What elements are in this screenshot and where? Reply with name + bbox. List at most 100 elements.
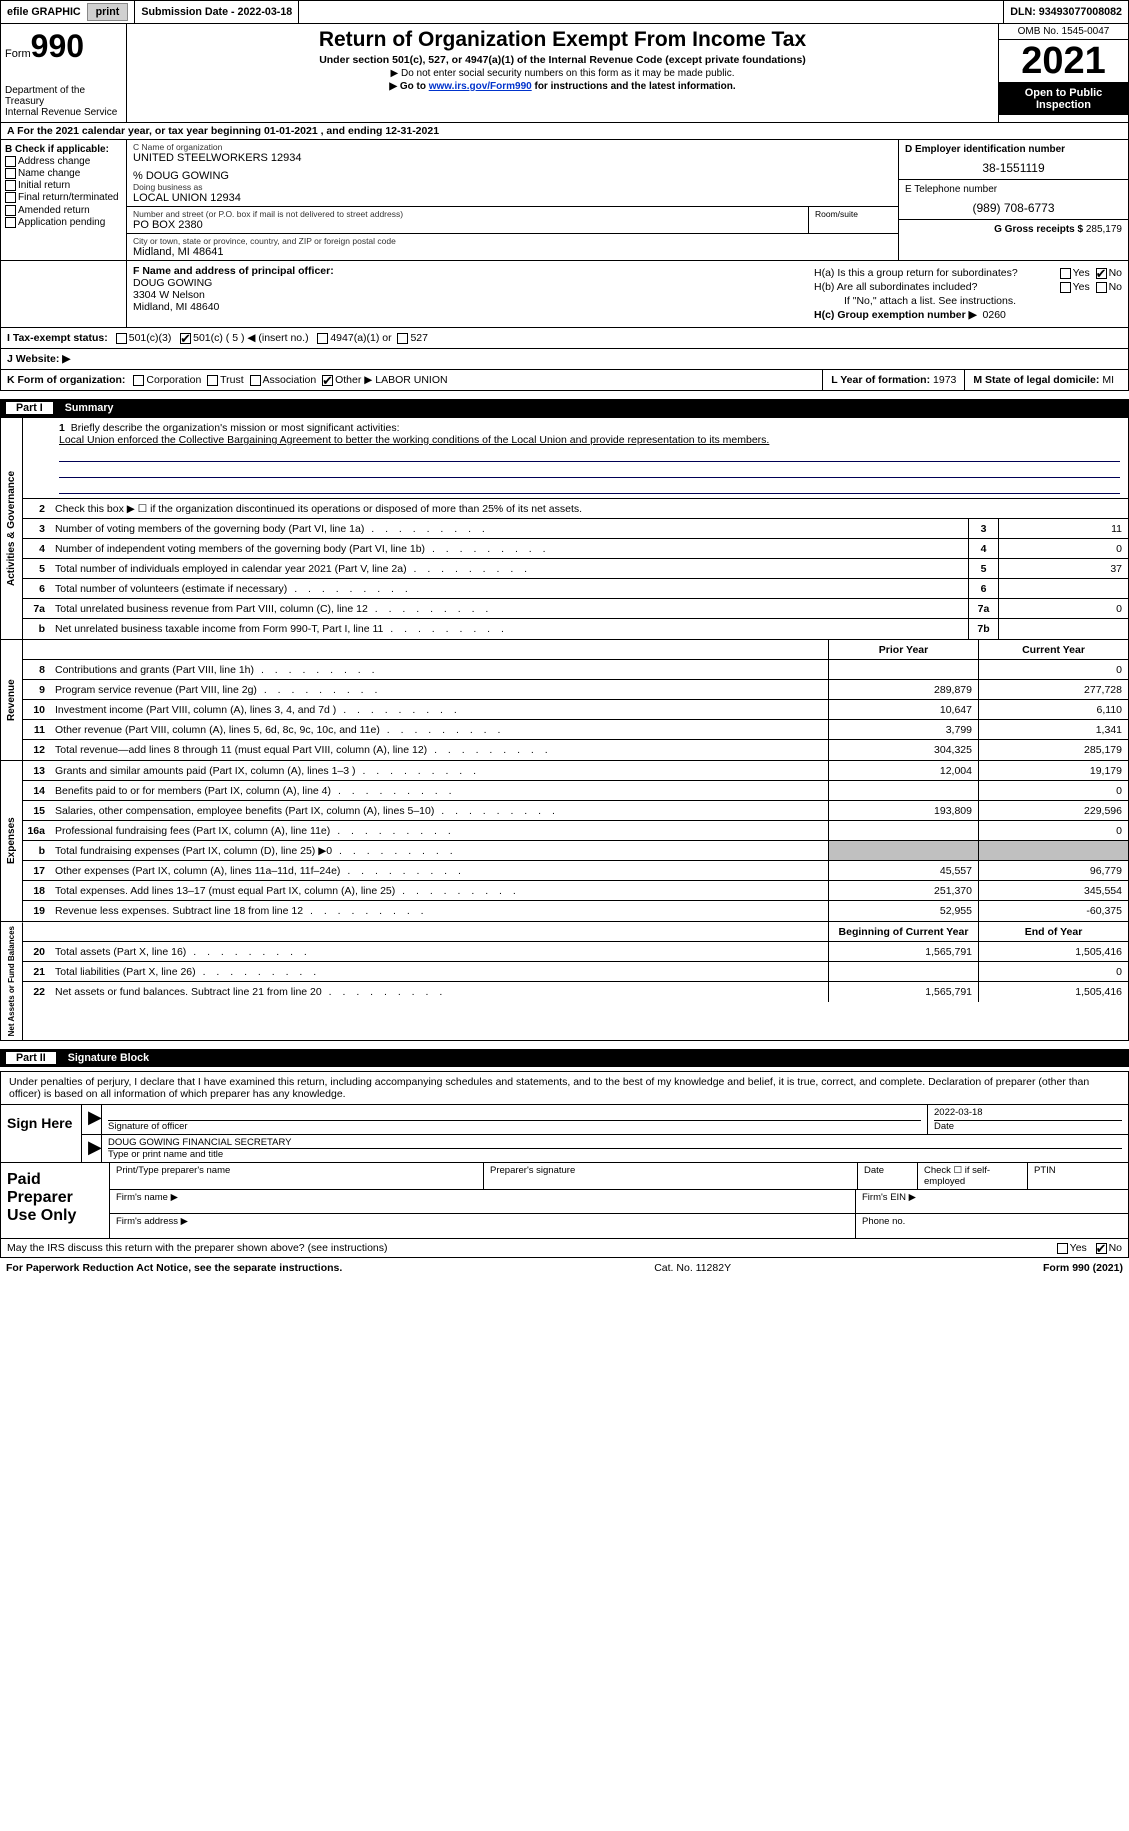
summary-line: 13Grants and similar amounts paid (Part … <box>23 761 1128 781</box>
row-a-calendar-year: A For the 2021 calendar year, or tax yea… <box>0 123 1129 140</box>
summary-line: 10Investment income (Part VIII, column (… <box>23 700 1128 720</box>
row-i-tax-status: I Tax-exempt status: 501(c)(3) 501(c) ( … <box>0 328 1129 349</box>
summary-line: 17Other expenses (Part IX, column (A), l… <box>23 861 1128 881</box>
summary-governance: Activities & Governance 1 Briefly descri… <box>0 417 1129 640</box>
irs-link[interactable]: www.irs.gov/Form990 <box>429 81 532 92</box>
org-name-label: C Name of organization <box>133 142 892 152</box>
title-block: Return of Organization Exempt From Incom… <box>127 24 998 122</box>
firm-addr-label: Firm's address ▶ <box>110 1214 856 1238</box>
name-title-label: Type or print name and title <box>108 1149 1122 1160</box>
subtitle-3: ▶ Go to www.irs.gov/Form990 for instruct… <box>135 81 990 92</box>
arrow-icon: ▶ <box>82 1135 102 1162</box>
subtitle-2: ▶ Do not enter social security numbers o… <box>135 68 990 79</box>
col-f-officer: F Name and address of principal officer:… <box>127 261 808 327</box>
row-j-website: J Website: ▶ <box>0 349 1129 370</box>
hc-value: 0260 <box>983 309 1006 321</box>
discuss-label: May the IRS discuss this return with the… <box>7 1242 388 1254</box>
col-d-ein-tel: D Employer identification number 38-1551… <box>898 140 1128 260</box>
sig-date-value: 2022-03-18 <box>934 1107 1122 1121</box>
form-header: Form990 Department of the Treasury Inter… <box>0 24 1129 123</box>
submission-date: Submission Date - 2022-03-18 <box>135 1 299 23</box>
summary-line: 8Contributions and grants (Part VIII, li… <box>23 660 1128 680</box>
col-c-org-info: C Name of organization UNITED STEELWORKE… <box>127 140 898 260</box>
mission-box: 1 Briefly describe the organization's mi… <box>23 418 1128 499</box>
pra-notice: For Paperwork Reduction Act Notice, see … <box>6 1262 342 1274</box>
dln: DLN: 93493077008082 <box>1003 1 1128 23</box>
summary-line: bNet unrelated business taxable income f… <box>23 619 1128 639</box>
cb-initial-return[interactable]: Initial return <box>5 180 122 191</box>
date-label: Date <box>934 1121 1122 1132</box>
cb-final-return[interactable]: Final return/terminated <box>5 192 122 203</box>
part-2-num: Part II <box>6 1052 56 1064</box>
tax-year: 2021 <box>999 40 1128 83</box>
row-k-org-form: K Form of organization: Corporation Trus… <box>0 370 1129 391</box>
summary-line: 9Program service revenue (Part VIII, lin… <box>23 680 1128 700</box>
cb-name-change[interactable]: Name change <box>5 168 122 179</box>
summary-line: bTotal fundraising expenses (Part IX, co… <box>23 841 1128 861</box>
form-id-block: Form990 Department of the Treasury Inter… <box>1 24 127 122</box>
q1-value: Local Union enforced the Collective Barg… <box>59 434 1120 446</box>
prior-year-head: Prior Year <box>828 640 978 659</box>
org-name-value: UNITED STEELWORKERS 12934 <box>133 152 892 164</box>
end-year-head: End of Year <box>978 922 1128 941</box>
summary-line: 6Total number of volunteers (estimate if… <box>23 579 1128 599</box>
vlabel-expenses: Expenses <box>1 761 23 921</box>
cb-application-pending[interactable]: Application pending <box>5 217 122 228</box>
efile-label: efile GRAPHIC print <box>1 1 135 23</box>
ein-label: D Employer identification number <box>905 144 1122 155</box>
top-bar: efile GRAPHIC print Submission Date - 20… <box>0 0 1129 24</box>
hb-label: H(b) Are all subordinates included? <box>814 281 977 293</box>
officer-label: F Name and address of principal officer: <box>133 265 802 277</box>
part-2-header: Part II Signature Block <box>0 1049 1129 1067</box>
vlabel-net-assets: Net Assets or Fund Balances <box>1 922 23 1040</box>
part-1-title: Summary <box>65 402 114 414</box>
section-fgh: F Name and address of principal officer:… <box>0 261 1129 328</box>
dba-label: Doing business as <box>133 182 892 192</box>
summary-line: 5Total number of individuals employed in… <box>23 559 1128 579</box>
col-h-group: H(a) Is this a group return for subordin… <box>808 261 1128 327</box>
hb-note: If "No," attach a list. See instructions… <box>814 295 1122 307</box>
street-label: Number and street (or P.O. box if mail i… <box>133 209 802 219</box>
summary-line: 7aTotal unrelated business revenue from … <box>23 599 1128 619</box>
ha-label: H(a) Is this a group return for subordin… <box>814 267 1018 279</box>
form-title: Return of Organization Exempt From Incom… <box>135 28 990 52</box>
other-value: LABOR UNION <box>375 374 447 386</box>
summary-line: 14Benefits paid to or for members (Part … <box>23 781 1128 801</box>
open-inspection: Open to Public Inspection <box>999 83 1128 115</box>
prep-sig-label: Preparer's signature <box>484 1163 858 1189</box>
org-form-label: K Form of organization: <box>7 374 125 386</box>
col-b-checkboxes: B Check if applicable: Address change Na… <box>1 140 127 260</box>
arrow-icon: ▶ <box>82 1105 102 1134</box>
summary-revenue: Revenue Prior Year Current Year 8Contrib… <box>0 640 1129 761</box>
prep-date-label: Date <box>858 1163 918 1189</box>
subtitle-1: Under section 501(c), 527, or 4947(a)(1)… <box>135 54 990 66</box>
city-label: City or town, state or province, country… <box>133 236 892 246</box>
vlabel-revenue: Revenue <box>1 640 23 760</box>
col-m-state: M State of legal domicile: MI <box>964 370 1122 390</box>
summary-net-assets: Net Assets or Fund Balances Beginning of… <box>0 922 1129 1041</box>
summary-line: 15Salaries, other compensation, employee… <box>23 801 1128 821</box>
summary-line: 4Number of independent voting members of… <box>23 539 1128 559</box>
sign-here-label: Sign Here <box>1 1104 81 1162</box>
print-button[interactable]: print <box>87 3 129 21</box>
part-2-title: Signature Block <box>68 1052 149 1064</box>
summary-line: 16aProfessional fundraising fees (Part I… <box>23 821 1128 841</box>
ein-value: 38-1551119 <box>905 161 1122 175</box>
dba-value: LOCAL UNION 12934 <box>133 192 892 204</box>
summary-line: 22Net assets or fund balances. Subtract … <box>23 982 1128 1002</box>
tel-value: (989) 708-6773 <box>905 201 1122 215</box>
summary-line: 20Total assets (Part X, line 16)1,565,79… <box>23 942 1128 962</box>
city-value: Midland, MI 48641 <box>133 246 892 258</box>
cb-amended-return[interactable]: Amended return <box>5 205 122 216</box>
officer-name: DOUG GOWING <box>133 277 802 289</box>
signature-block: Under penalties of perjury, I declare th… <box>0 1071 1129 1239</box>
section-bcd: B Check if applicable: Address change Na… <box>0 140 1129 261</box>
vlabel-governance: Activities & Governance <box>1 418 23 639</box>
col-f-spacer <box>1 261 127 327</box>
dept-treasury: Department of the Treasury <box>5 85 122 107</box>
col-b-title: B Check if applicable: <box>5 144 122 155</box>
tax-status-label: I Tax-exempt status: <box>7 332 108 344</box>
cb-address-change[interactable]: Address change <box>5 156 122 167</box>
form-label: Form 990 (2021) <box>1043 1262 1123 1274</box>
summary-line: 3Number of voting members of the governi… <box>23 519 1128 539</box>
